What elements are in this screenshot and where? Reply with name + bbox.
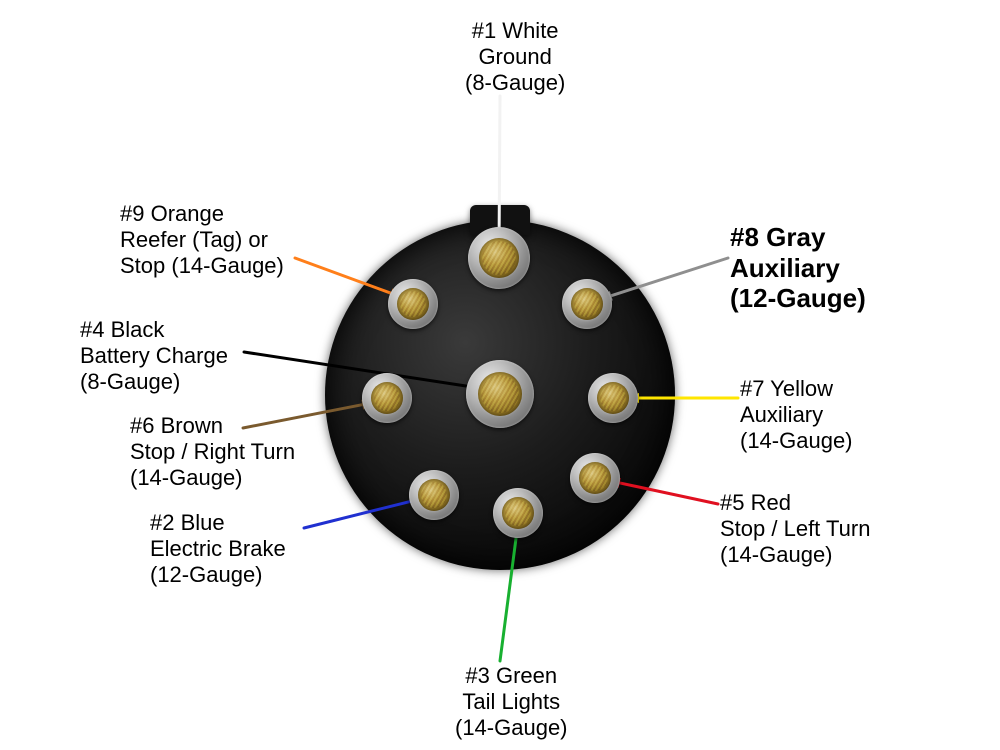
label-line: Tail Lights [455, 689, 568, 715]
label-line: Stop / Left Turn [720, 516, 870, 542]
label-l5: #5 RedStop / Left Turn(14-Gauge) [720, 490, 870, 568]
label-l9: #9 OrangeReefer (Tag) orStop (14-Gauge) [120, 201, 284, 279]
label-line: Stop (14-Gauge) [120, 253, 284, 279]
label-line: #4 Black [80, 317, 228, 343]
label-line: #2 Blue [150, 510, 286, 536]
label-line: (14-Gauge) [720, 542, 870, 568]
pin-p7 [588, 373, 638, 423]
pin-p6 [362, 373, 412, 423]
label-line: #9 Orange [120, 201, 284, 227]
label-line: (14-Gauge) [740, 428, 853, 454]
label-line: #1 White [465, 18, 565, 44]
pin-p1 [468, 227, 530, 289]
label-line: Electric Brake [150, 536, 286, 562]
label-line: (14-Gauge) [130, 465, 295, 491]
label-line: Auxiliary [740, 402, 853, 428]
pin-p8 [562, 279, 612, 329]
label-line: Battery Charge [80, 343, 228, 369]
label-line: Stop / Right Turn [130, 439, 295, 465]
diagram-stage: #1 WhiteGround(8-Gauge)#8 GrayAuxiliary(… [0, 0, 1000, 750]
pin-p5 [570, 453, 620, 503]
label-line: (8-Gauge) [465, 70, 565, 96]
label-l6: #6 BrownStop / Right Turn(14-Gauge) [130, 413, 295, 491]
label-line: (8-Gauge) [80, 369, 228, 395]
label-line: Ground [465, 44, 565, 70]
label-line: #3 Green [455, 663, 568, 689]
label-line: #5 Red [720, 490, 870, 516]
label-line: (14-Gauge) [455, 715, 568, 741]
label-line: Auxiliary [730, 253, 866, 284]
pin-p3 [493, 488, 543, 538]
pin-p2 [409, 470, 459, 520]
label-line: #7 Yellow [740, 376, 853, 402]
label-line: (12-Gauge) [730, 283, 866, 314]
pin-p4 [466, 360, 534, 428]
label-line: (12-Gauge) [150, 562, 286, 588]
label-l7: #7 YellowAuxiliary(14-Gauge) [740, 376, 853, 454]
pin-p9 [388, 279, 438, 329]
label-l4: #4 BlackBattery Charge(8-Gauge) [80, 317, 228, 395]
label-line: Reefer (Tag) or [120, 227, 284, 253]
label-l1: #1 WhiteGround(8-Gauge) [465, 18, 565, 96]
label-line: #8 Gray [730, 222, 866, 253]
label-line: #6 Brown [130, 413, 295, 439]
label-l8: #8 GrayAuxiliary(12-Gauge) [730, 222, 866, 314]
label-l3: #3 GreenTail Lights(14-Gauge) [455, 663, 568, 741]
label-l2: #2 BlueElectric Brake(12-Gauge) [150, 510, 286, 588]
